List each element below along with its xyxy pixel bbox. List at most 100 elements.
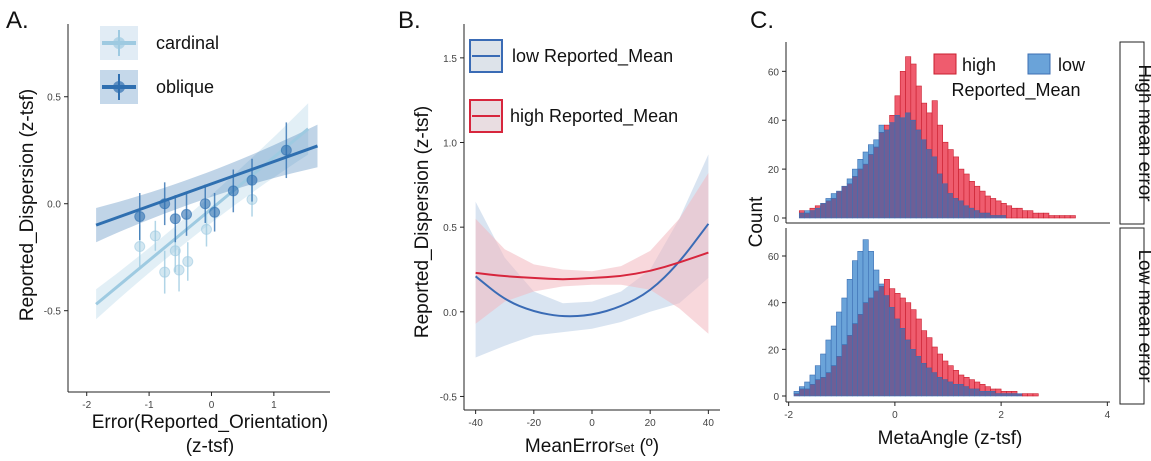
x-tick-label: 0 <box>589 418 595 429</box>
hist-bar-overlap <box>979 212 986 219</box>
hist-bar-low <box>868 144 874 155</box>
hist-bar-overlap <box>963 386 970 397</box>
hist-bar-overlap <box>937 377 943 397</box>
hist-bar-overlap <box>809 210 816 219</box>
x-tick-label: -2 <box>82 400 91 411</box>
hist-bar-overlap <box>953 384 959 397</box>
hist-bar-overlap <box>958 384 965 397</box>
hist-bar-low <box>862 151 869 165</box>
hist-bar-overlap <box>830 365 837 397</box>
hist-bar-low <box>825 198 832 202</box>
hist-bar-high <box>974 381 981 390</box>
y-tick-label: 1.0 <box>443 139 457 150</box>
panel-b: B. -40 -20 0 20 40 -0.5 0.0 0.5 1.0 1.5 MeanError… <box>398 7 720 457</box>
hist-bar-high <box>1027 210 1034 219</box>
hist-bar-overlap <box>857 314 864 397</box>
hist-bar-overlap <box>836 356 843 397</box>
hist-bar-high <box>899 297 906 329</box>
hist-bar-high <box>921 330 928 364</box>
panel-a-y-title: Reported_Dispersion (z-tsf) <box>17 89 38 321</box>
hist-bar-overlap <box>804 212 811 219</box>
hist-bar-overlap <box>926 149 933 219</box>
ci-band-oblique <box>96 124 318 243</box>
hist-bar-overlap <box>974 210 981 219</box>
hist-bar-high <box>1022 210 1028 219</box>
facet-strip-top-box <box>1119 41 1145 225</box>
hist-bar-high <box>1053 215 1060 219</box>
legend-label-high-hist: high <box>962 55 996 75</box>
data-point-oblique-1 <box>159 198 171 210</box>
hist-bar-overlap <box>979 391 986 397</box>
panel-c-x-title: MetaAngle (z-tsf) <box>878 428 1023 449</box>
hist-bar-overlap <box>915 129 922 219</box>
x-tick-label: -20 <box>527 418 542 429</box>
hist-bar-overlap <box>841 185 848 219</box>
hist-bar-high <box>931 100 938 158</box>
hist-bar-high <box>921 102 928 141</box>
hist-bar-high <box>979 190 986 214</box>
hist-bar-high <box>1022 393 1028 397</box>
hist-bar-overlap <box>868 154 874 219</box>
hist-bar-high <box>937 353 943 378</box>
x-tick-label: 0 <box>892 410 898 421</box>
y-tick-label: 60 <box>768 67 780 78</box>
hist-bar-high <box>942 141 949 185</box>
x-tick-label: 1 <box>271 400 277 411</box>
panel-a-ticks: -2 -1 0 1 -0.5 0.0 0.5 <box>44 93 277 411</box>
hist-bar-high <box>899 71 906 119</box>
hist-bar-high <box>984 195 991 214</box>
hist-bar-overlap <box>899 328 906 397</box>
hist-bar-high <box>1069 215 1076 219</box>
hist-bar-high <box>963 173 970 207</box>
panel-b-plot-area <box>474 154 710 358</box>
data-point-cardinal-5 <box>182 255 194 267</box>
legend-label-cardinal: cardinal <box>156 33 219 53</box>
hist-bar-overlap <box>984 212 991 219</box>
hist-bar-overlap <box>804 388 811 397</box>
hist-bar-low <box>809 374 816 385</box>
hist-bar-high <box>883 124 890 131</box>
hist-bar-overlap <box>852 176 859 219</box>
facet-strip-top-label: High mean error <box>1134 64 1151 202</box>
hist-bar-low <box>873 269 880 292</box>
hist-bar-overlap <box>931 156 938 219</box>
x-tick-label: -40 <box>468 418 483 429</box>
data-point-cardinal-6 <box>200 223 212 235</box>
line-low-Reported_Mean <box>474 223 710 318</box>
data-point-cardinal-0 <box>134 241 146 253</box>
hist-bar-low <box>820 353 827 378</box>
y-tick-label: 0.5 <box>443 223 457 234</box>
data-point-oblique-8 <box>280 144 292 156</box>
hist-bar-high <box>1000 391 1007 394</box>
hist-bar-overlap <box>878 132 885 219</box>
hist-bar-overlap <box>921 363 928 397</box>
facet-strip-bottom-label: Low mean error <box>1134 249 1151 383</box>
hist-bar-overlap <box>814 379 821 397</box>
data-point-oblique-0 <box>134 211 146 223</box>
facet-strip-bottom: Low mean error <box>1119 227 1151 405</box>
hist-bar-overlap <box>947 193 954 219</box>
hist-bar-overlap <box>995 393 1002 397</box>
hist-bar-high <box>963 377 970 387</box>
ci-band-cardinal <box>96 103 309 320</box>
x-tick-label: 20 <box>645 418 657 429</box>
hist-bar-overlap <box>910 119 917 219</box>
hist-bar-overlap <box>836 190 843 219</box>
hist-bar-overlap <box>958 200 965 219</box>
hist-bar-low <box>852 260 859 324</box>
x-tick-label: 0 <box>209 400 215 411</box>
hist-bar-overlap <box>905 339 912 397</box>
hist-bar-high <box>910 63 917 121</box>
hist-bar-low <box>857 159 864 170</box>
ci-band-high-Reported_Mean <box>475 173 709 334</box>
hist-bar-overlap <box>937 173 943 219</box>
hist-bar-overlap <box>1016 393 1023 397</box>
panel-a: A. -2 -1 0 1 -0.5 0.0 0.5 Error(Reported_Orien… <box>6 7 330 457</box>
legend-title-hist: Reported_Mean <box>951 80 1080 101</box>
hist-bar-high <box>958 168 965 202</box>
panel-b-y-title: Reported_Dispersion (z-tsf) <box>412 106 433 338</box>
hist-bar-low <box>804 210 811 214</box>
hist-bar-high <box>953 370 959 385</box>
hist-bar-low <box>836 311 843 357</box>
